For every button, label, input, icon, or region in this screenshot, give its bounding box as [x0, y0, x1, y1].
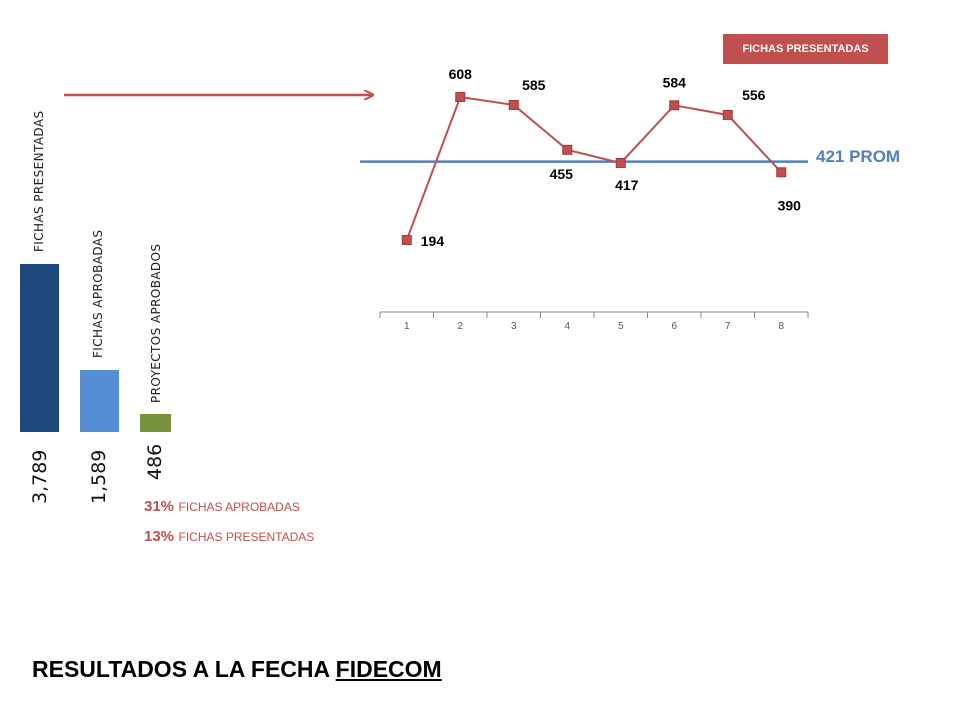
data-point-1 — [401, 235, 412, 245]
data-point-5 — [615, 157, 626, 168]
percentage-aprobadas-value: 31% — [144, 498, 175, 515]
data-point-8 — [776, 167, 787, 178]
data-label-6: 584 — [663, 74, 687, 90]
data-point-4 — [562, 144, 573, 155]
data-label-2: 608 — [449, 66, 473, 82]
percentage-presentadas: 13% FICHAS PRESENTADAS — [144, 528, 314, 546]
data-label-1: 194 — [421, 233, 445, 249]
data-label-7: 556 — [742, 87, 766, 103]
bar-fichas-presentadas — [20, 264, 59, 432]
page-title: RESULTADOS A LA FECHA FIDECOM — [32, 656, 442, 683]
page-title-fidecom: FIDECOM — [335, 656, 442, 682]
x-tick-label-5: 5 — [618, 321, 624, 332]
x-tick-label-8: 8 — [778, 321, 784, 332]
legend-fichas-presentadas: FICHAS PRESENTADAS — [723, 34, 888, 64]
data-point-6 — [669, 100, 680, 111]
data-label-8: 390 — [778, 197, 802, 213]
x-tick-label-3: 3 — [511, 321, 517, 332]
percentage-presentadas-text: FICHAS PRESENTADAS — [178, 530, 315, 544]
data-label-5: 417 — [615, 177, 639, 193]
x-tick-label-4: 4 — [564, 321, 570, 332]
x-tick-label-6: 6 — [671, 321, 677, 332]
data-point-2 — [455, 92, 466, 102]
percentage-presentadas-value: 13% — [144, 528, 175, 545]
percentage-aprobadas: 31% FICHAS APROBADAS — [144, 498, 300, 516]
x-tick-label-7: 7 — [725, 321, 731, 332]
percentage-aprobadas-text: FICHAS APROBADAS — [178, 500, 300, 514]
data-point-3 — [508, 99, 519, 110]
data-label-3: 585 — [522, 77, 546, 93]
bar-proyectos-aprobados — [140, 414, 171, 432]
data-label-4: 455 — [550, 166, 574, 182]
x-tick-label-1: 1 — [404, 321, 410, 332]
data-point-7 — [722, 109, 733, 120]
x-tick-label-2: 2 — [457, 321, 463, 332]
average-line-label: 421 PROM — [816, 147, 901, 166]
series-line — [405, 95, 782, 241]
page-title-prefix: RESULTADOS A LA FECHA — [32, 656, 336, 682]
bar-fichas-aprobadas — [80, 370, 119, 432]
